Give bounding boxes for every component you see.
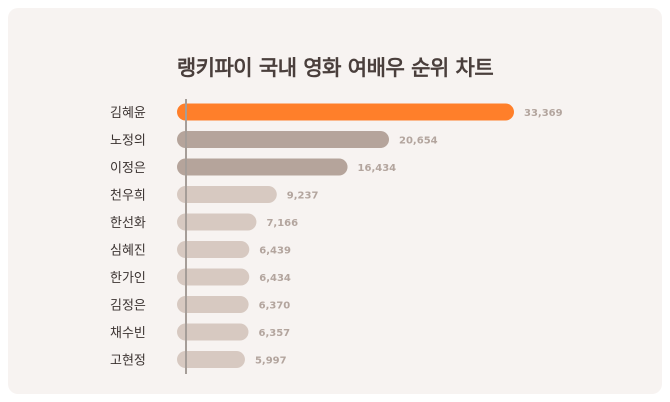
category-label: 한가인 <box>110 271 146 286</box>
bar <box>177 131 390 148</box>
category-label: 심혜진 <box>110 244 146 259</box>
chart-card <box>8 8 662 394</box>
value-label: 9,237 <box>287 191 319 202</box>
value-label: 5,997 <box>255 356 287 367</box>
value-label: 6,357 <box>258 328 290 339</box>
value-label: 20,654 <box>399 136 438 147</box>
category-label: 고현정 <box>110 354 146 369</box>
bar <box>177 241 250 258</box>
category-label: 노정의 <box>110 134 146 149</box>
bar <box>177 323 249 341</box>
bar <box>177 158 348 176</box>
value-label: 16,434 <box>358 163 397 174</box>
bar <box>177 103 514 121</box>
value-label: 6,370 <box>259 301 291 312</box>
category-label: 천우희 <box>110 189 146 204</box>
value-label: 7,166 <box>266 218 298 229</box>
category-label: 한선화 <box>110 216 146 231</box>
value-label: 6,434 <box>259 273 291 284</box>
category-label: 김정은 <box>110 299 146 314</box>
value-label: 33,369 <box>524 108 563 119</box>
chart-title: 랭키파이 국내 영화 여배우 순위 차트 <box>176 56 494 80</box>
category-label: 이정은 <box>110 161 146 176</box>
category-label: 김혜윤 <box>110 106 146 121</box>
bar <box>177 213 257 231</box>
value-label: 6,439 <box>259 246 291 257</box>
bar <box>177 268 250 286</box>
bar <box>177 296 249 313</box>
bar <box>177 186 277 203</box>
bar <box>177 351 245 368</box>
category-label: 채수빈 <box>110 326 146 341</box>
